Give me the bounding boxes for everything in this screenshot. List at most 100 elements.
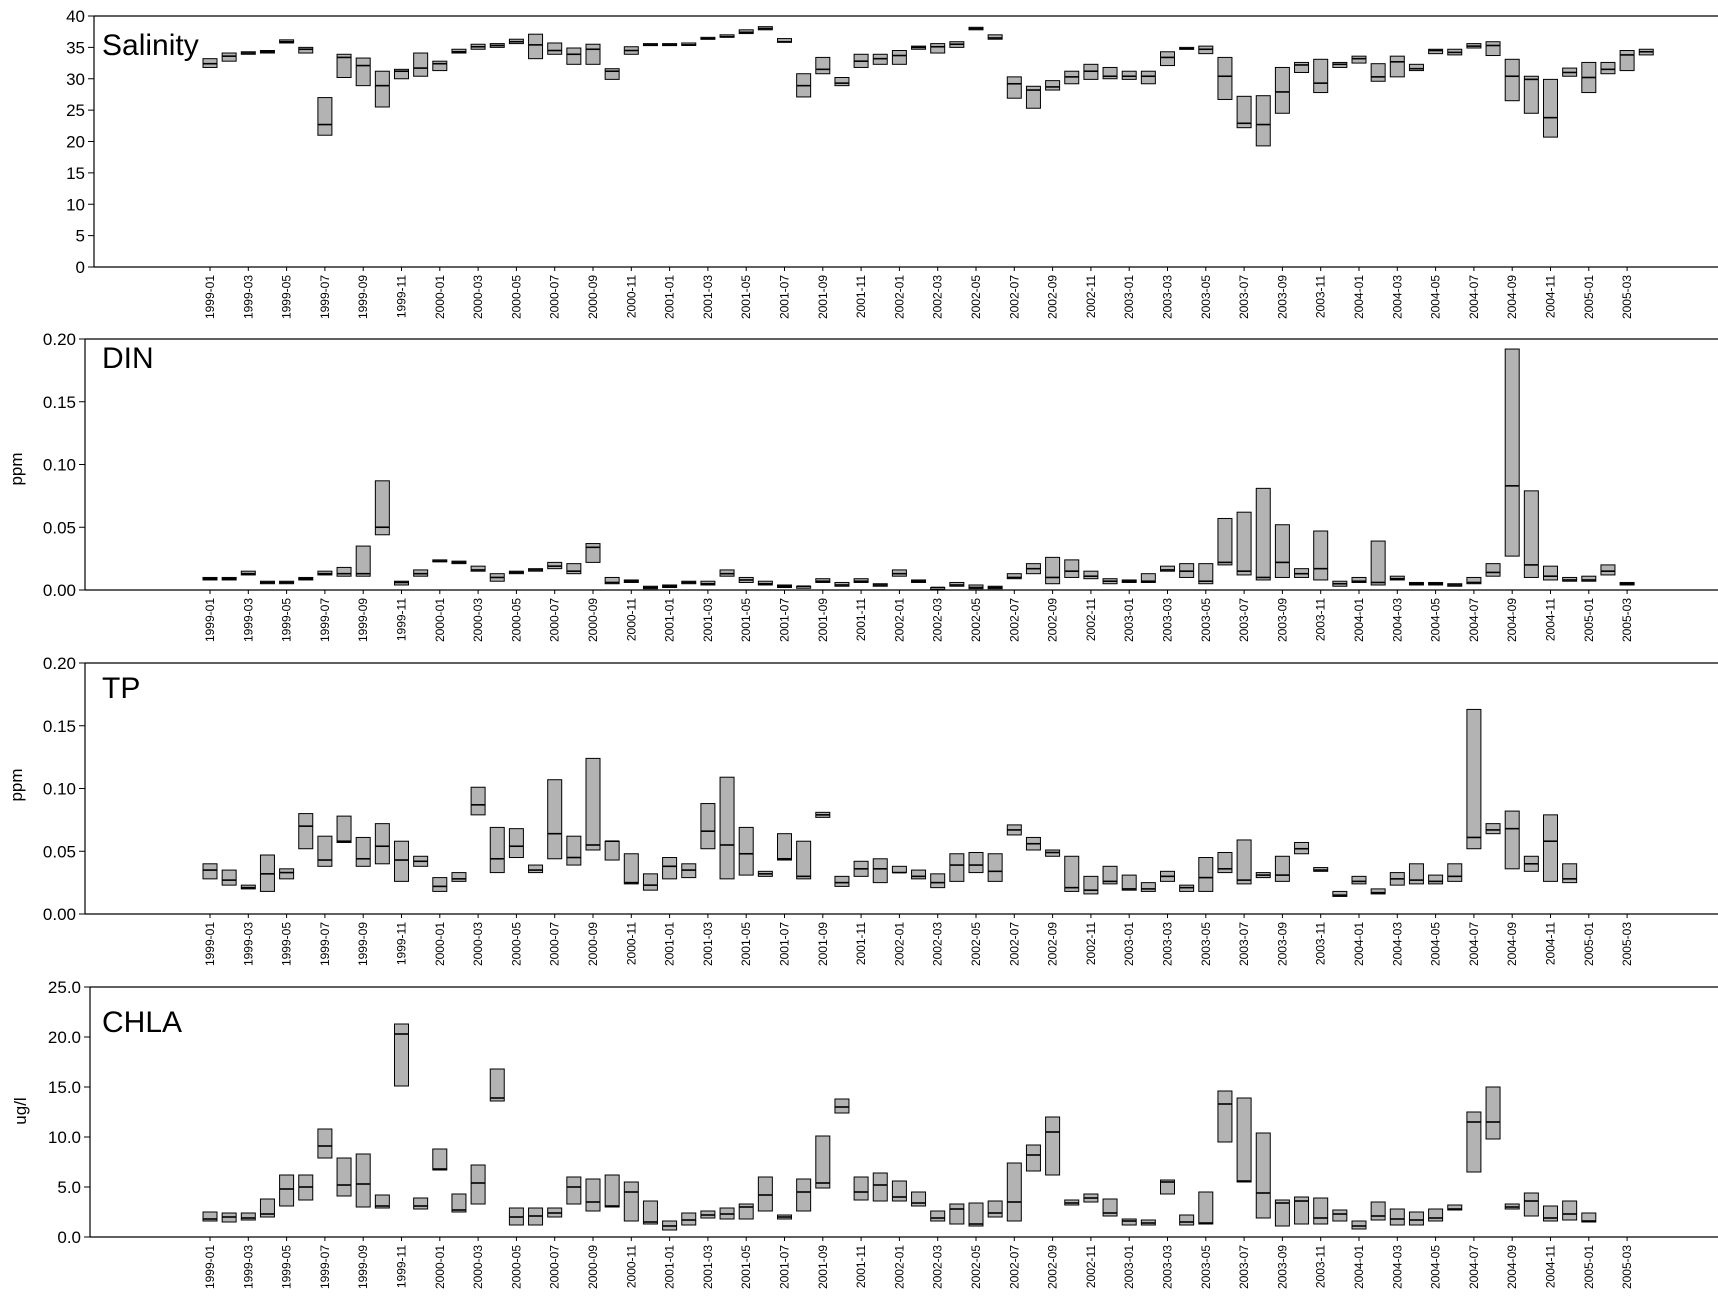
- x-tick-label-salinity: 2000-01: [433, 275, 447, 319]
- x-tick-label-salinity: 2003-11: [1314, 275, 1328, 318]
- box-tp: [1408, 863, 1424, 885]
- box-chla: [642, 1200, 658, 1225]
- box-tp: [1485, 823, 1501, 835]
- x-tick-label-din: 2004-09: [1505, 598, 1519, 642]
- box-salinity: [1543, 78, 1558, 138]
- x-tick-label-tp: 2002-07: [1007, 922, 1021, 966]
- box-tp: [202, 863, 218, 880]
- box-chla: [279, 1174, 295, 1207]
- box-salinity: [1389, 55, 1405, 78]
- x-tick-label-tp: 2000-01: [433, 922, 447, 966]
- x-tick-label-tp: 2004-11: [1544, 922, 1558, 965]
- box-din: [1064, 559, 1080, 578]
- box-chla: [336, 1157, 352, 1197]
- box-chla: [1466, 1111, 1482, 1173]
- box-salinity: [1351, 55, 1367, 64]
- x-tick-label-tp: 2000-05: [509, 922, 523, 966]
- box-chla: [834, 1098, 850, 1114]
- y-tick-label-din: 0.00: [43, 581, 76, 600]
- box-chla: [1485, 1086, 1501, 1140]
- panel-title-salinity: Salinity: [102, 29, 199, 62]
- box-tp: [1274, 855, 1290, 882]
- box-chla: [1274, 1199, 1290, 1227]
- y-tick-label-salinity: 30: [66, 70, 85, 89]
- box-din: [1543, 565, 1558, 581]
- box-tp: [298, 813, 314, 850]
- box-chla: [432, 1148, 448, 1171]
- x-tick-label-din: 2005-03: [1620, 598, 1634, 642]
- box-salinity: [1045, 80, 1061, 91]
- box-chla: [604, 1174, 620, 1208]
- x-tick-label-salinity: 2002-09: [1046, 275, 1060, 319]
- box-chla: [1389, 1208, 1405, 1226]
- box-salinity: [930, 43, 946, 54]
- box-tp: [432, 877, 448, 892]
- box-tp: [949, 853, 965, 882]
- box-din: [1313, 530, 1329, 581]
- box-tp: [336, 815, 352, 843]
- x-tick-label-din: 2004-07: [1467, 598, 1481, 642]
- x-tick-label-tp: 2004-05: [1429, 922, 1443, 966]
- x-tick-label-salinity: 2002-01: [892, 275, 906, 319]
- x-tick-label-din: 2004-01: [1352, 598, 1366, 642]
- x-tick-label-tp: 2003-03: [1161, 922, 1175, 966]
- box-chla: [1428, 1208, 1444, 1222]
- panel-title-chla: CHLA: [102, 1006, 182, 1039]
- box-salinity: [1160, 51, 1175, 67]
- box-chla: [451, 1193, 467, 1213]
- x-tick-label-din: 2000-01: [433, 598, 447, 642]
- box-din: [566, 563, 582, 575]
- x-tick-label-tp: 2004-03: [1390, 922, 1404, 966]
- box-chla: [317, 1128, 333, 1159]
- box-tp: [566, 835, 582, 866]
- box-chla: [413, 1197, 429, 1210]
- x-tick-label-salinity: 2001-05: [739, 275, 753, 319]
- x-tick-label-chla: 2000-03: [471, 1245, 485, 1289]
- box-tp: [604, 840, 620, 861]
- x-tick-label-tp: 2001-01: [663, 922, 677, 966]
- x-tick-label-tp: 2003-09: [1275, 922, 1289, 966]
- box-tp: [1121, 874, 1137, 891]
- x-tick-label-din: 2001-07: [778, 598, 792, 642]
- box-salinity: [1294, 61, 1310, 73]
- panel-tp: ppm 0.00 0.05 0.10 0.15 0.20 1999-01 1999-03 19…: [7, 654, 1718, 966]
- box-din: [1160, 565, 1175, 572]
- box-chla: [815, 1135, 831, 1189]
- box-chla: [1102, 1198, 1118, 1217]
- x-tick-label-salinity: 1999-11: [395, 275, 409, 318]
- box-chla: [1217, 1090, 1233, 1143]
- x-tick-label-chla: 2000-07: [548, 1245, 562, 1289]
- box-tp: [1428, 874, 1444, 885]
- panel-chla: ug/l 0.0 5.0 10.0 15.0 20.0 25.0 1999-01 1999-0…: [11, 978, 1718, 1289]
- box-tp: [700, 803, 716, 850]
- x-tick-label-tp: 2001-11: [854, 922, 868, 965]
- x-tick-label-chla: 2002-01: [892, 1245, 906, 1289]
- x-tick-label-chla: 2002-11: [1084, 1245, 1098, 1288]
- x-tick-label-chla: 2005-01: [1582, 1245, 1596, 1289]
- x-tick-label-din: 1999-11: [395, 598, 409, 641]
- x-tick-label-salinity: 2005-03: [1620, 275, 1634, 319]
- panel-title-din: DIN: [102, 342, 154, 375]
- box-salinity: [566, 47, 582, 65]
- x-tick-label-din: 2001-11: [854, 598, 868, 641]
- box-tp: [374, 823, 390, 865]
- x-tick-label-salinity: 2002-03: [931, 275, 945, 319]
- box-tp: [796, 840, 812, 880]
- box-tp: [1504, 810, 1520, 870]
- y-tick-label-salinity: 35: [66, 38, 85, 57]
- box-chla: [891, 1180, 907, 1202]
- x-tick-label-chla: 2004-01: [1352, 1245, 1366, 1289]
- y-axis-label-chla: ug/l: [11, 1097, 30, 1124]
- box-din: [1236, 511, 1252, 576]
- box-salinity: [1102, 66, 1118, 80]
- x-tick-label-salinity: 2001-03: [701, 275, 715, 319]
- x-tick-label-chla: 2001-03: [701, 1245, 715, 1289]
- box-din: [1217, 517, 1233, 566]
- box-chla: [1160, 1179, 1175, 1195]
- box-salinity: [413, 52, 429, 77]
- box-chla: [1179, 1214, 1195, 1226]
- box-tp: [585, 757, 601, 851]
- box-tp: [968, 852, 984, 874]
- box-chla: [949, 1203, 965, 1225]
- x-tick-label-din: 2002-01: [892, 598, 906, 642]
